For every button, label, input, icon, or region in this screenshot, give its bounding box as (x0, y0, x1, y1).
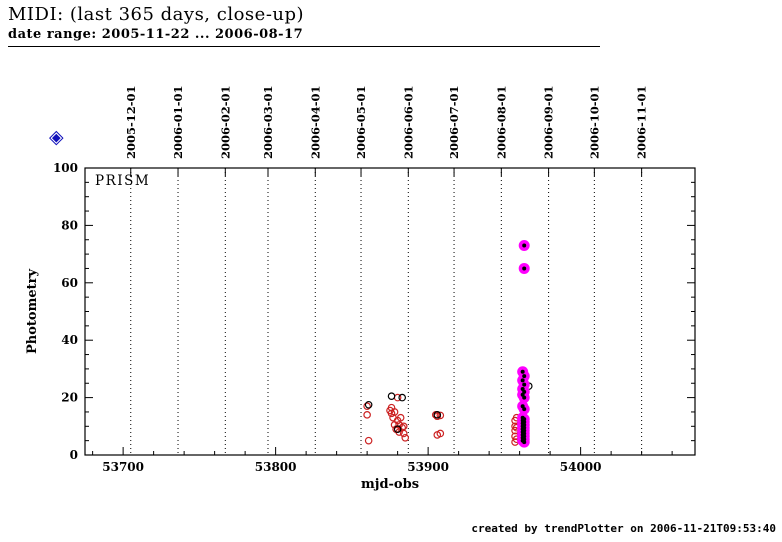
date-tick-label: 2006-11-01 (635, 85, 649, 159)
date-tick-label: 2006-08-01 (494, 85, 508, 159)
plot-title: MIDI: (last 365 days, close-up) (8, 4, 305, 25)
data-point (436, 411, 445, 420)
y-tick-label: 60 (61, 276, 78, 290)
y-tick-label: 80 (61, 218, 78, 232)
data-point-core (522, 440, 527, 445)
data-point (387, 392, 396, 400)
date-tick-label: 2006-10-01 (587, 85, 601, 159)
data-point (390, 408, 399, 416)
data-point (401, 433, 410, 442)
data-point-core (522, 266, 527, 271)
data-point-core (522, 382, 527, 387)
date-tick-label: 2006-01-01 (171, 85, 185, 159)
x-tick-label: 53800 (255, 460, 297, 474)
y-tick-label: 0 (70, 448, 78, 462)
date-tick-label: 2006-03-01 (261, 85, 275, 159)
data-point (398, 393, 407, 402)
plot-border (84, 167, 696, 456)
diamond-marker-icon[interactable]: ◈ (49, 126, 64, 148)
data-point (364, 400, 373, 409)
date-tick-label: 2006-06-01 (401, 85, 415, 159)
data-point-core (520, 369, 525, 374)
x-tick-label: 53700 (102, 460, 144, 474)
date-tick-label: 2006-07-01 (447, 85, 461, 159)
data-point (433, 411, 442, 419)
header-divider (8, 46, 600, 47)
y-axis-label: Photometry (25, 269, 40, 354)
data-point-core (522, 395, 527, 400)
credit-text: created by trendPlotter on 2006-11-21T09… (471, 522, 776, 535)
data-point-core (522, 243, 527, 248)
date-tick-label: 2006-02-01 (218, 85, 232, 159)
data-point (399, 422, 408, 431)
data-point (396, 413, 405, 422)
x-tick-label: 54000 (560, 460, 602, 474)
detector-mode-annotation: PRISM (95, 173, 150, 189)
date-tick-label: 2006-04-01 (308, 85, 322, 159)
y-tick-label: 40 (61, 333, 78, 347)
date-tick-label: 2006-09-01 (542, 85, 556, 159)
data-point-core (522, 407, 527, 412)
data-point (363, 411, 371, 419)
data-point-core (522, 374, 527, 379)
y-tick-label: 20 (61, 391, 78, 405)
x-axis-label: mjd-obs (361, 477, 419, 492)
header: MIDI: (last 365 days, close-up) date ran… (8, 4, 600, 47)
data-point (436, 429, 445, 438)
data-point (363, 402, 371, 411)
data-point-core (520, 378, 525, 383)
date-range-subtitle: date range: 2005-11-22 ... 2006-08-17 (8, 27, 304, 42)
date-tick-label: 2005-12-01 (124, 85, 138, 159)
data-point (393, 425, 402, 433)
data-point (364, 436, 373, 445)
data-point (399, 429, 408, 438)
date-tick-label: 2006-05-01 (354, 85, 368, 159)
x-tick-label: 53900 (407, 460, 449, 474)
y-tick-label: 100 (53, 161, 78, 175)
